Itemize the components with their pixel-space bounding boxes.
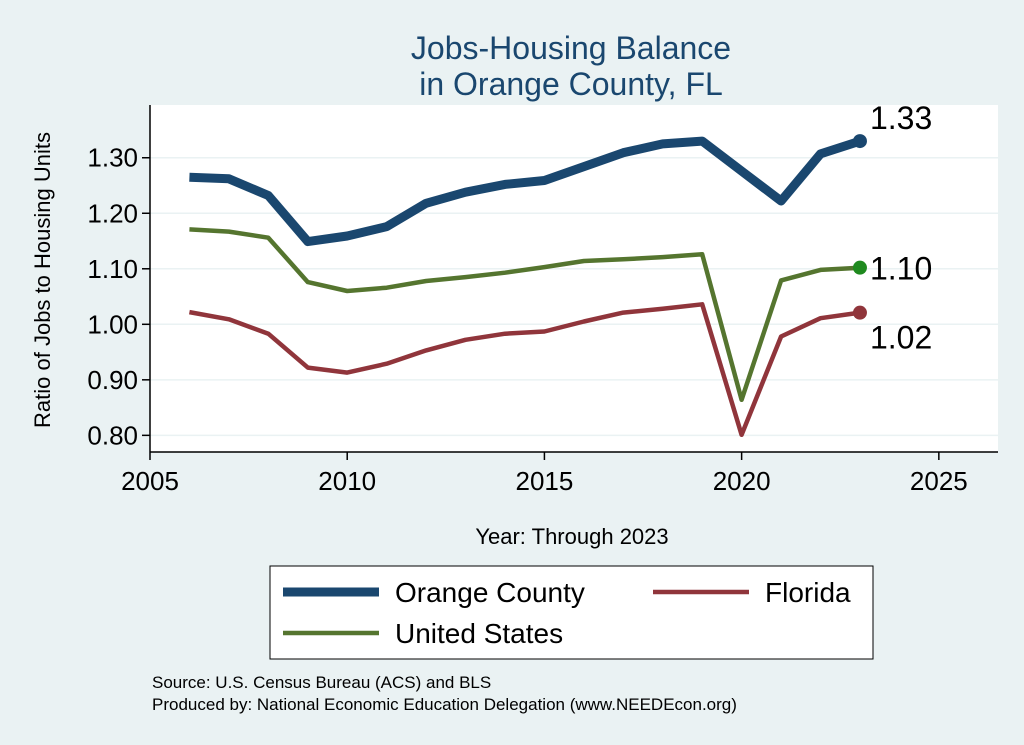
x-tick-label: 2010 — [318, 466, 376, 496]
endpoint-marker-united-states — [852, 260, 867, 275]
y-tick-label: 0.90 — [87, 365, 138, 395]
y-tick-label: 1.20 — [87, 198, 138, 228]
chart-title-line-2: in Orange County, FL — [419, 66, 723, 102]
chart-title-line-1: Jobs-Housing Balance — [411, 30, 731, 66]
y-tick-label: 1.30 — [87, 143, 138, 173]
plot-area — [150, 105, 998, 452]
series-lines — [188, 136, 862, 438]
series-endpoints: 1.33 1.10 1.02 — [852, 100, 932, 356]
legend-label-orange-county: Orange County — [395, 577, 585, 608]
endpoint-label-florida: 1.02 — [870, 320, 932, 356]
legend: Orange County United States Florida — [283, 577, 851, 649]
endpoint-label-orange-county: 1.33 — [870, 100, 932, 136]
x-tick-label: 2020 — [713, 466, 771, 496]
series-line-orange-county — [189, 136, 862, 247]
y-tick-label: 0.80 — [87, 420, 138, 450]
y-tick-label: 1.00 — [87, 309, 138, 339]
legend-box — [269, 565, 874, 660]
series-line-florida — [188, 302, 861, 438]
series-line-united-states — [189, 227, 861, 403]
legend-label-united-states: United States — [395, 618, 563, 649]
x-axis-title: Year: Through 2023 — [475, 524, 668, 549]
producer-note: Produced by: National Economic Education… — [152, 695, 737, 714]
axis-ticks: 0.80 0.90 1.00 1.10 1.20 1.30 2005 2010 2015 2020… — [87, 143, 967, 496]
source-note: Source: U.S. Census Bureau (ACS) and BLS — [152, 673, 491, 692]
y-tick-label: 1.10 — [87, 254, 138, 284]
legend-label-florida: Florida — [765, 577, 851, 608]
x-tick-label: 2025 — [910, 466, 968, 496]
y-axis-title: Ratio of Jobs to Housing Units — [30, 132, 55, 428]
endpoint-marker-orange-county — [852, 134, 867, 149]
x-tick-label: 2015 — [515, 466, 573, 496]
x-tick-label: 2005 — [121, 466, 179, 496]
endpoint-marker-florida — [852, 305, 867, 320]
endpoint-label-united-states: 1.10 — [870, 251, 932, 287]
